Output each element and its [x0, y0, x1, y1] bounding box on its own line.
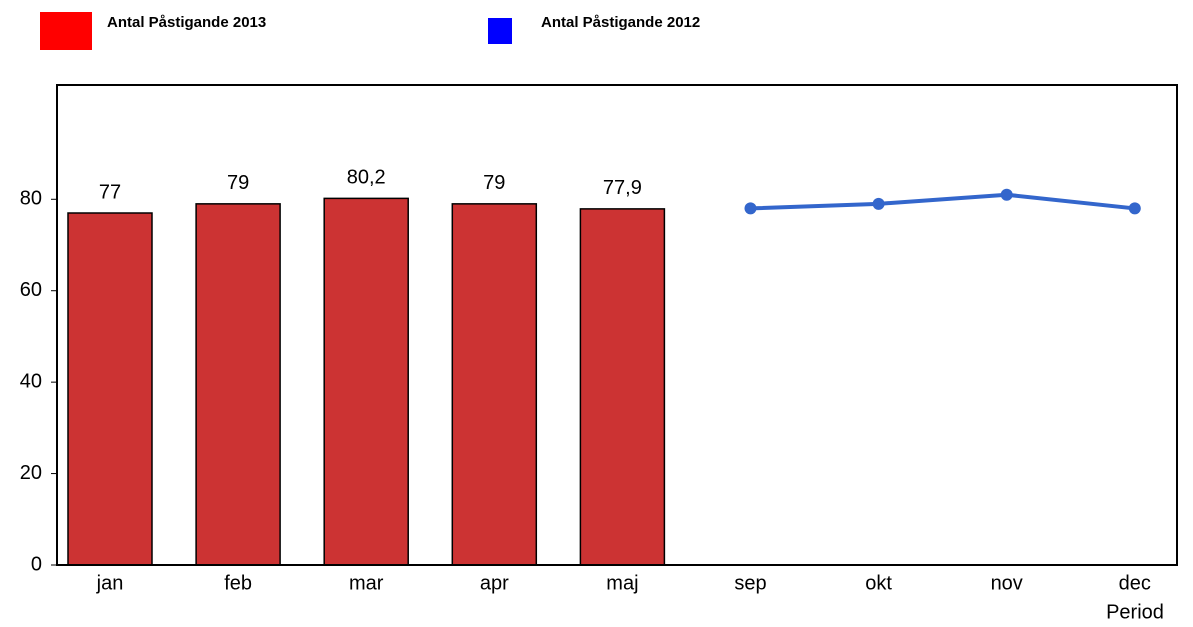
y-tick-label: 60	[20, 279, 42, 301]
x-tick-label: okt	[865, 572, 892, 594]
value-label: 77	[99, 181, 121, 203]
value-label: 79	[483, 172, 505, 194]
bar	[579, 208, 666, 566]
x-tick-label: maj	[606, 572, 638, 594]
legend-label: Antal Påstigande 2012	[541, 14, 700, 31]
legend-label: Antal Påstigande 2013	[107, 14, 266, 31]
line	[750, 192, 1136, 211]
y-tick-label: 80	[20, 188, 42, 210]
value-label: 80,2	[347, 167, 386, 189]
x-tick-label: sep	[734, 572, 766, 594]
x-axis-label: Period	[1106, 601, 1164, 623]
point	[1128, 202, 1141, 215]
value-label: 79	[227, 172, 249, 194]
legend-swatch	[40, 12, 92, 50]
bar	[323, 197, 409, 566]
y-tick-label: 40	[20, 370, 42, 392]
point	[744, 202, 757, 215]
point	[872, 197, 885, 210]
x-tick-label: nov	[991, 572, 1023, 594]
x-tick-label: apr	[480, 572, 509, 594]
y-tick-label: 20	[20, 462, 42, 484]
x-tick-label: dec	[1119, 572, 1151, 594]
legend-swatch	[488, 18, 512, 44]
plot-frame	[56, 84, 1178, 566]
x-tick-label: jan	[96, 572, 124, 594]
bar	[451, 203, 538, 566]
bar	[67, 212, 153, 566]
x-tick-label: mar	[349, 572, 384, 594]
y-tick-label: 0	[31, 553, 42, 575]
value-label: 77,9	[603, 177, 642, 199]
x-tick-label: feb	[224, 572, 252, 594]
bar	[195, 203, 281, 566]
point	[1000, 188, 1013, 201]
